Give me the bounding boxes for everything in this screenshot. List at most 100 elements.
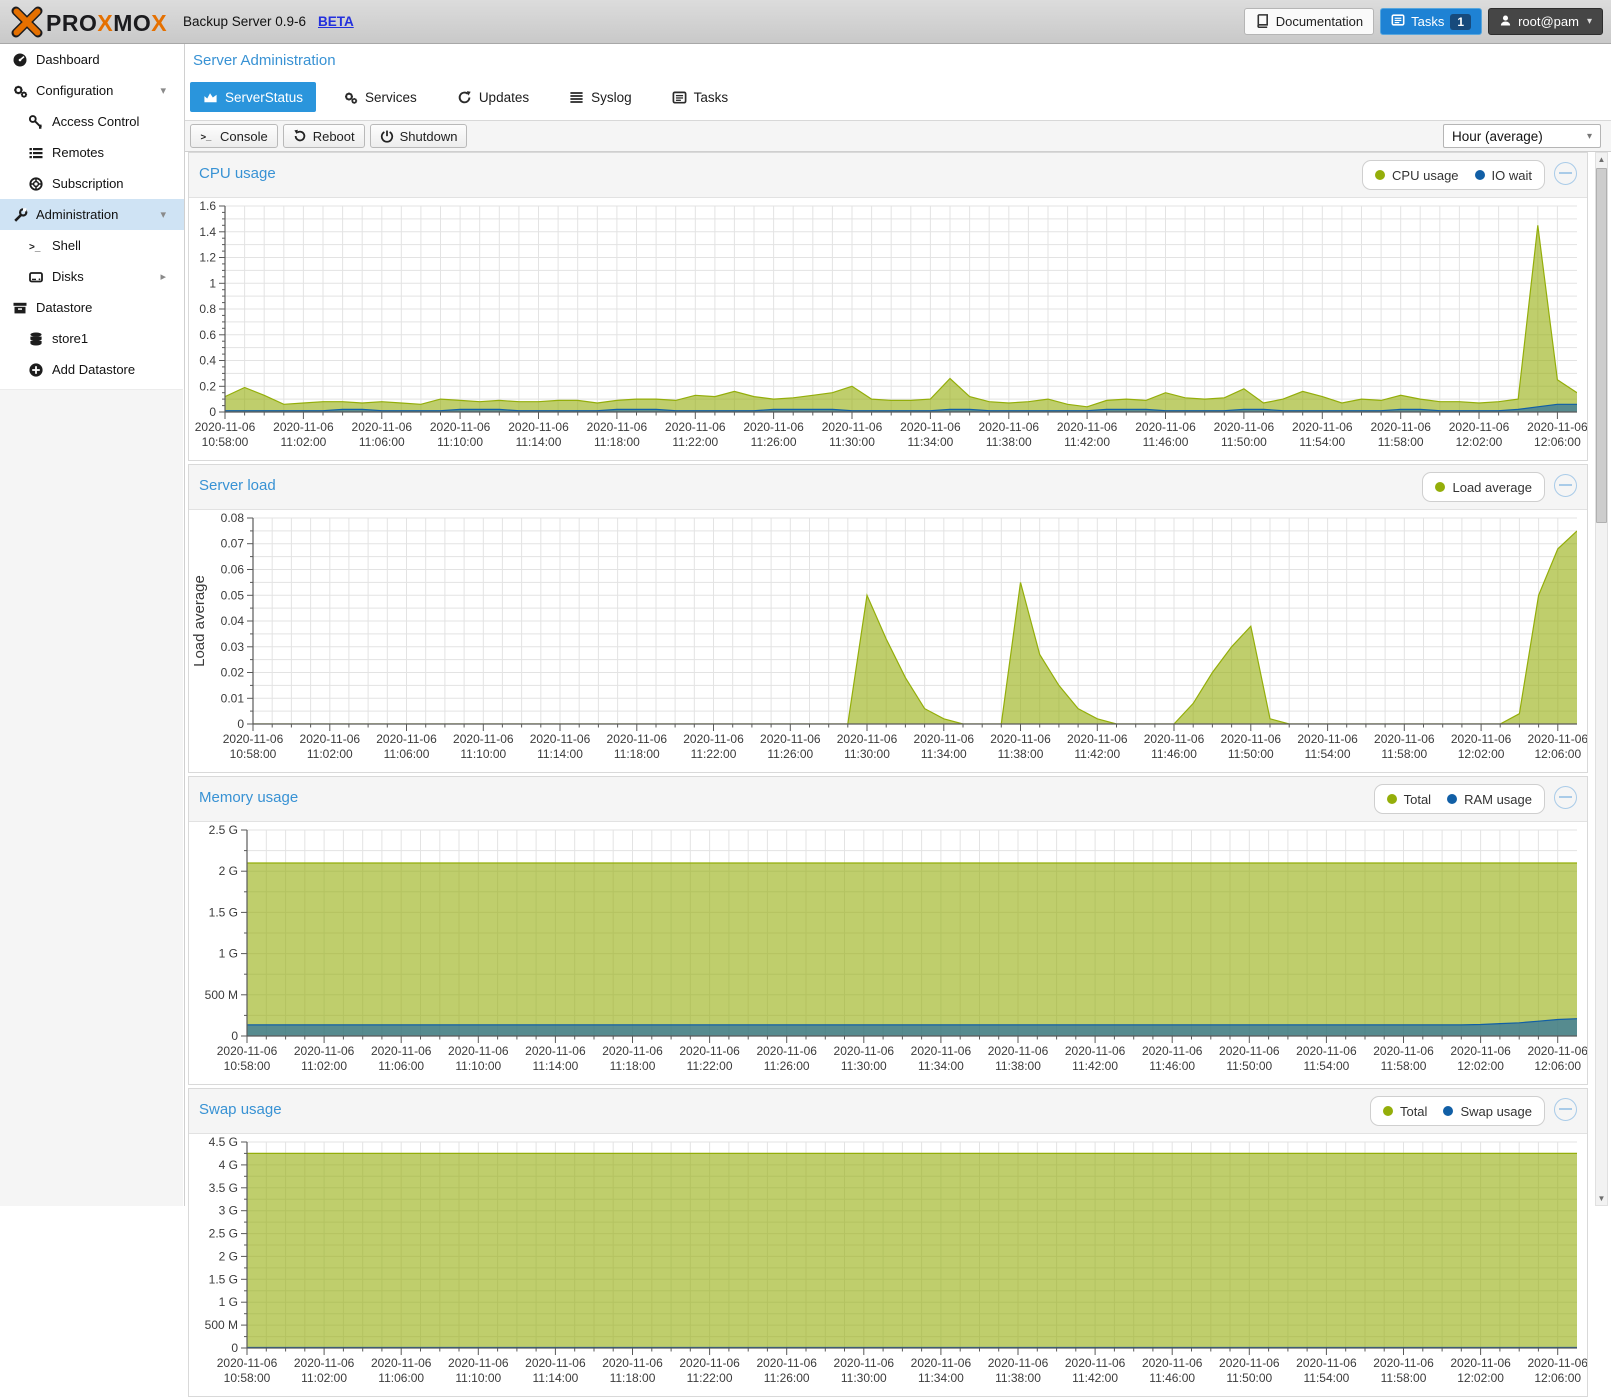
caret-down-icon[interactable]: ▾ — [160, 85, 166, 97]
svg-text:2020-11-06: 2020-11-06 — [990, 732, 1051, 746]
svg-text:11:26:00: 11:26:00 — [751, 435, 797, 449]
tab-label: Updates — [478, 89, 530, 105]
tab-updates[interactable]: Updates — [444, 82, 542, 112]
chart-1-svg[interactable]: 2020-11-0610:58:002020-11-0611:02:002020… — [189, 510, 1588, 772]
documentation-button[interactable]: Documentation — [1243, 8, 1375, 35]
undo-zoom-icon[interactable] — [1554, 786, 1577, 809]
svg-text:11:58:00: 11:58:00 — [1381, 1371, 1427, 1385]
svg-text:11:30:00: 11:30:00 — [844, 747, 890, 761]
legend-item[interactable]: Swap usage — [1443, 1104, 1532, 1119]
shutdown-button[interactable]: Shutdown — [369, 124, 468, 148]
svg-text:1 G: 1 G — [219, 1295, 238, 1309]
sidebar-item-subscription[interactable]: Subscription — [0, 168, 184, 199]
undo-zoom-icon[interactable] — [1554, 474, 1577, 497]
svg-text:11:26:00: 11:26:00 — [764, 1371, 810, 1385]
chart-memory[interactable]: 2020-11-06 10:58:00 2020-11-06 11:02:00 2020… — [189, 822, 1589, 1084]
book-icon — [1255, 13, 1270, 31]
tab-tasks[interactable]: Tasks — [659, 82, 742, 112]
sidebar-item-label: Datastore — [36, 300, 93, 315]
svg-text:2020-11-06: 2020-11-06 — [1297, 732, 1358, 746]
sidebar-item-administration[interactable]: Administration ▾ — [0, 199, 184, 230]
svg-text:1.5 G: 1.5 G — [209, 905, 238, 919]
sidebar-item-dashboard[interactable]: Dashboard — [0, 44, 184, 75]
svg-text:1.2: 1.2 — [199, 251, 216, 265]
svg-text:2020-11-06: 2020-11-06 — [911, 1356, 972, 1370]
legend-item[interactable]: Total — [1382, 1104, 1427, 1119]
legend-item[interactable]: Total — [1386, 791, 1432, 807]
logo-word-part: MO — [113, 10, 152, 36]
chart-load[interactable]: 2020-11-06 10:58:00 2020-11-06 11:02:00 2020… — [189, 510, 1588, 772]
tasks-button[interactable]: Tasks 1 — [1380, 8, 1483, 35]
svg-text:1.6: 1.6 — [199, 199, 216, 213]
svg-text:11:26:00: 11:26:00 — [767, 747, 813, 761]
svg-text:2020-11-06: 2020-11-06 — [834, 1044, 895, 1058]
svg-text:2020-11-06: 2020-11-06 — [1221, 732, 1282, 746]
undo-zoom-icon[interactable] — [1554, 1098, 1577, 1121]
proxmox-x-icon — [11, 6, 43, 38]
svg-text:2020-11-06: 2020-11-06 — [679, 1356, 740, 1370]
scroll-up-arrow[interactable]: ▲ — [1597, 155, 1606, 164]
svg-text:1.4: 1.4 — [199, 225, 216, 239]
svg-text:Load average: Load average — [191, 575, 208, 667]
sidebar-item-shell[interactable]: >_ Shell — [0, 230, 184, 261]
beta-link[interactable]: BETA — [318, 14, 354, 29]
svg-text:11:42:00: 11:42:00 — [1072, 1059, 1118, 1073]
legend-label: Total — [1403, 791, 1432, 807]
tab-syslog[interactable]: Syslog — [556, 82, 645, 112]
svg-text:11:02:00: 11:02:00 — [307, 747, 353, 761]
console-button[interactable]: >_ Console — [190, 124, 278, 148]
chart-cpu[interactable]: 2020-11-06 10:58:00 2020-11-06 11:02:00 2020… — [189, 198, 1588, 460]
tab-services[interactable]: Services — [330, 82, 430, 112]
sidebar-item-store1[interactable]: store1 — [0, 323, 184, 354]
gears-icon — [345, 92, 358, 104]
undo-zoom-icon[interactable] — [1554, 162, 1577, 185]
legend-dot-icon — [1474, 170, 1485, 180]
legend-dot-icon — [1435, 482, 1446, 492]
caret-down-icon[interactable]: ▾ — [160, 209, 166, 221]
sidebar-item-configuration[interactable]: Configuration ▾ — [0, 75, 184, 106]
legend-item[interactable]: IO wait — [1474, 167, 1532, 183]
sidebar-item-access-control[interactable]: Access Control — [0, 106, 184, 137]
svg-text:11:10:00: 11:10:00 — [455, 1059, 501, 1073]
time-range-select[interactable]: Hour (average) ▾ — [1443, 124, 1601, 148]
svg-text:2020-11-06: 2020-11-06 — [525, 1356, 586, 1370]
svg-text:11:50:00: 11:50:00 — [1228, 747, 1274, 761]
legend-item[interactable]: CPU usage — [1375, 168, 1459, 183]
svg-text:11:58:00: 11:58:00 — [1378, 435, 1424, 449]
reboot-button[interactable]: Reboot — [282, 124, 365, 148]
refresh-icon — [458, 90, 471, 103]
button-label: Console — [220, 128, 268, 144]
svg-text:2020-11-06: 2020-11-06 — [900, 420, 961, 434]
chart-3-svg[interactable]: 2020-11-0610:58:002020-11-0611:02:002020… — [189, 1134, 1589, 1396]
legend-item[interactable]: Load average — [1435, 480, 1532, 495]
svg-text:11:18:00: 11:18:00 — [594, 435, 640, 449]
vertical-scrollbar[interactable]: ▲ ▼ — [1595, 152, 1608, 1206]
sidebar-item-remotes[interactable]: Remotes — [0, 137, 184, 168]
chart-0-svg[interactable]: 2020-11-0610:58:002020-11-0611:02:002020… — [189, 198, 1588, 460]
sidebar-empty-area — [0, 389, 183, 1206]
scrollbar-thumb[interactable] — [1596, 168, 1607, 523]
svg-text:2020-11-06: 2020-11-06 — [376, 732, 437, 746]
sidebar-item-add-datastore[interactable]: Add Datastore — [0, 354, 184, 385]
svg-text:12:06:00: 12:06:00 — [1534, 435, 1581, 449]
svg-text:0.05: 0.05 — [221, 588, 245, 602]
user-menu-button[interactable]: root@pam ▾ — [1488, 8, 1603, 35]
svg-text:2020-11-06: 2020-11-06 — [294, 1356, 355, 1370]
sidebar-item-label: Disks — [52, 269, 84, 284]
svg-text:11:58:00: 11:58:00 — [1381, 1059, 1427, 1073]
svg-text:2020-11-06: 2020-11-06 — [914, 732, 975, 746]
scroll-down-arrow[interactable]: ▼ — [1597, 1194, 1606, 1203]
svg-text:11:54:00: 11:54:00 — [1305, 747, 1351, 761]
legend-item[interactable]: RAM usage — [1447, 792, 1532, 807]
svg-text:12:02:00: 12:02:00 — [1456, 435, 1503, 449]
chart-2-svg[interactable]: 2020-11-0610:58:002020-11-0611:02:002020… — [189, 822, 1589, 1084]
proxmox-wordmark: PROXMOX — [46, 10, 167, 37]
svg-text:2020-11-06: 2020-11-06 — [760, 732, 821, 746]
tab-serverstatus[interactable]: ServerStatus — [190, 82, 317, 112]
svg-text:2020-11-06: 2020-11-06 — [1296, 1356, 1357, 1370]
caret-right-icon[interactable]: ▸ — [160, 271, 166, 283]
sidebar-item-disks[interactable]: Disks ▸ — [0, 261, 184, 292]
sidebar-item-datastore[interactable]: Datastore — [0, 292, 184, 323]
legend-label: IO wait — [1491, 167, 1532, 183]
chart-swap[interactable]: 2020-11-06 10:58:00 2020-11-06 11:02:00 2020… — [189, 1134, 1589, 1396]
